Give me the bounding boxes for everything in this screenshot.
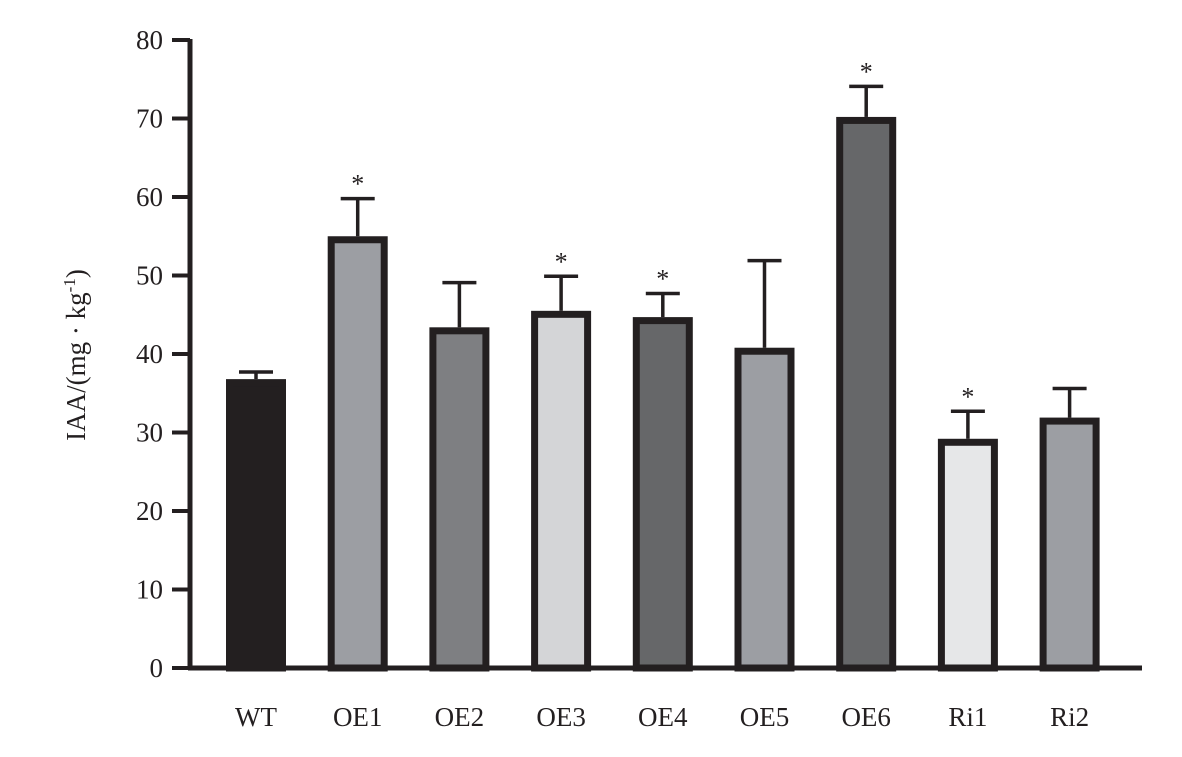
bar bbox=[327, 236, 388, 672]
x-category-label: WT bbox=[235, 702, 277, 732]
y-tick-label: 70 bbox=[136, 104, 163, 134]
x-category-label: OE4 bbox=[638, 702, 688, 732]
y-tick-label: 30 bbox=[136, 418, 163, 448]
x-axis: WT OE1 OE2 OE3 OE4 OE5 OE6 Ri1 Ri2 bbox=[188, 665, 1142, 732]
significance-star: * bbox=[351, 170, 364, 199]
significance-star: * bbox=[555, 247, 568, 276]
x-category-label: Ri2 bbox=[1050, 702, 1089, 732]
significance-marks: * * * * * bbox=[351, 57, 974, 411]
bar bbox=[836, 116, 897, 672]
y-axis-title-superscript: -1 bbox=[60, 278, 79, 292]
y-tick-label: 60 bbox=[136, 182, 163, 212]
y-tick-label: 0 bbox=[150, 653, 164, 683]
y-tick-label: 10 bbox=[136, 575, 163, 605]
x-category-label: OE6 bbox=[841, 702, 891, 732]
x-category-label: OE1 bbox=[333, 702, 383, 732]
y-tick-label: 80 bbox=[136, 25, 163, 55]
y-tick-label: 20 bbox=[136, 496, 163, 526]
y-axis-title-main: IAA/(mg · kg bbox=[61, 292, 91, 440]
x-category-label: OE3 bbox=[536, 702, 586, 732]
x-category-label: OE5 bbox=[740, 702, 790, 732]
significance-star: * bbox=[656, 265, 669, 294]
error-bars bbox=[239, 84, 1087, 439]
bar bbox=[632, 317, 693, 672]
y-tick-label: 50 bbox=[136, 261, 163, 291]
significance-star: * bbox=[860, 57, 873, 86]
significance-star: * bbox=[961, 382, 974, 411]
bar bbox=[1039, 417, 1100, 672]
bar bbox=[429, 327, 490, 672]
y-axis-title: IAA/(mg · kg-1) bbox=[60, 269, 91, 441]
bar bbox=[734, 347, 795, 672]
x-category-label: Ri1 bbox=[948, 702, 987, 732]
x-category-label: OE2 bbox=[435, 702, 485, 732]
bar bbox=[226, 379, 286, 672]
y-tick-label: 40 bbox=[136, 339, 163, 369]
y-axis: 0 10 20 30 40 50 60 70 80 bbox=[136, 25, 193, 683]
bar bbox=[531, 310, 592, 672]
y-axis-title-close: ) bbox=[61, 269, 91, 278]
bars bbox=[226, 116, 1100, 672]
bar bbox=[937, 438, 998, 672]
